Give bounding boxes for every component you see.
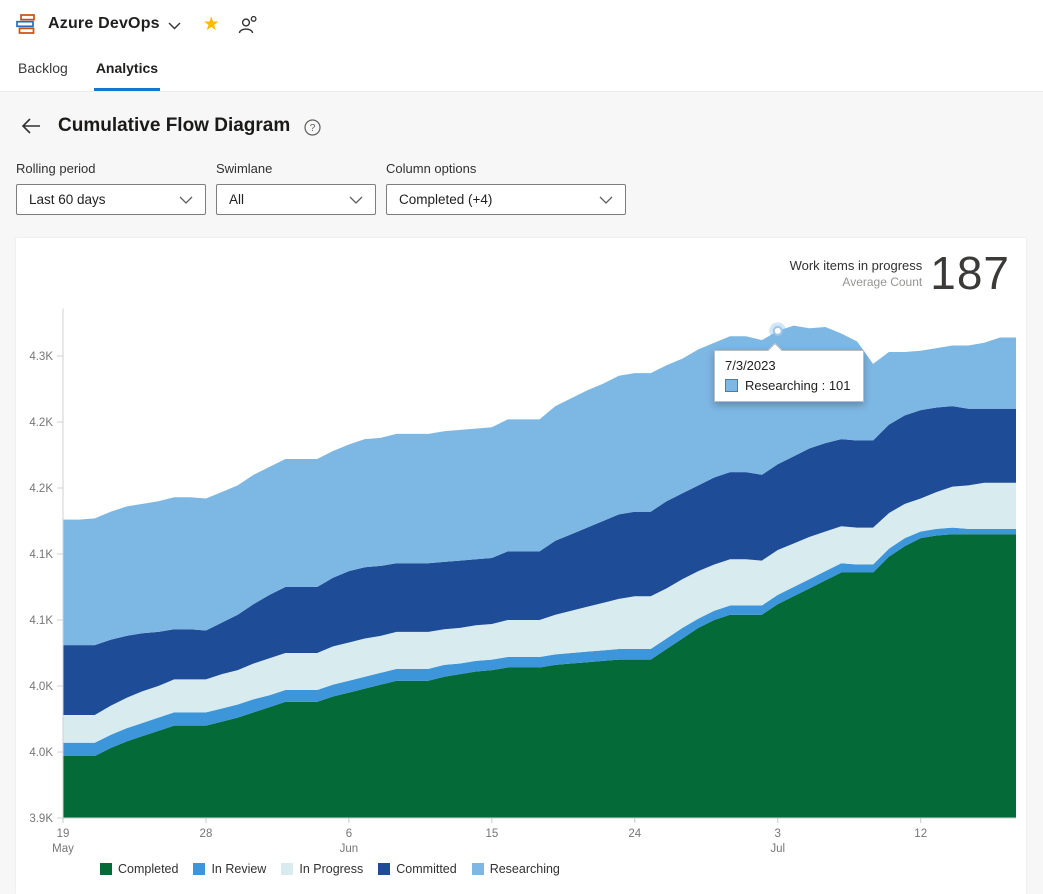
- x-tick-label: 15: [485, 828, 498, 840]
- x-tick-label: 12: [914, 828, 927, 840]
- chart-tooltip: 7/3/2023 Researching : 101: [714, 342, 864, 402]
- azure-boards-logo-icon[interactable]: [14, 13, 40, 35]
- legend-label-researching: Researching: [489, 862, 560, 876]
- chevron-down-icon: [349, 196, 363, 204]
- cfd-chart-card: 3.9K 4.0K 4.0K 4.1K 4.1K 4.2K 4.2K 4.3K 19 May 28 6…: [16, 238, 1026, 894]
- y-tick-label: 4.0K: [29, 747, 53, 759]
- tooltip-series-label: Researching : 101: [745, 378, 851, 393]
- svg-text:?: ?: [310, 123, 316, 134]
- swimlane-value: All: [229, 192, 245, 207]
- x-tick-label: 28: [200, 828, 213, 840]
- x-month-label: Jun: [340, 843, 359, 855]
- analytics-page: Cumulative Flow Diagram ? Rolling period…: [0, 93, 1043, 894]
- x-tick-label: 3: [775, 828, 781, 840]
- y-tick-label: 4.2K: [29, 483, 53, 495]
- stats-subtitle: Average Count: [842, 274, 923, 289]
- legend-swatch-committed: [378, 863, 391, 875]
- x-tick-label: 24: [628, 828, 641, 840]
- chevron-down-icon: [599, 196, 613, 204]
- cfd-chart[interactable]: 3.9K 4.0K 4.0K 4.1K 4.1K 4.2K 4.2K 4.3K 19 May 28 6…: [16, 238, 1026, 858]
- legend-swatch-in-review: [193, 863, 206, 875]
- page-title: Cumulative Flow Diagram: [58, 115, 291, 136]
- swimlane-dropdown[interactable]: All: [216, 184, 376, 215]
- legend-label-in-review: In Review: [211, 862, 267, 876]
- invite-user-icon[interactable]: [238, 16, 258, 34]
- legend-swatch-completed: [100, 863, 112, 875]
- rolling-period-dropdown[interactable]: Last 60 days: [16, 184, 206, 215]
- rolling-period-value: Last 60 days: [29, 192, 106, 207]
- y-tick-label: 4.0K: [29, 681, 53, 693]
- swimlane-label: Swimlane: [216, 161, 273, 176]
- chart-legend: Completed In Review In Progress Committe…: [100, 862, 575, 876]
- legend-swatch-researching: [471, 863, 484, 875]
- favorite-star-icon[interactable]: ★: [202, 13, 220, 35]
- area-in-review: [63, 527, 1016, 756]
- legend-item-researching[interactable]: Researching: [471, 862, 560, 876]
- x-month-label: May: [52, 843, 74, 855]
- y-tick-label: 4.3K: [29, 351, 53, 363]
- legend-label-in-progress: In Progress: [299, 862, 364, 876]
- stats-title: Work items in progress: [789, 257, 923, 273]
- legend-label-completed: Completed: [118, 862, 179, 876]
- column-options-value: Completed (+4): [399, 192, 493, 207]
- rolling-period-label: Rolling period: [16, 161, 96, 176]
- column-options-dropdown[interactable]: Completed (+4): [386, 184, 626, 215]
- app-header: Azure DevOps ★: [0, 0, 1043, 48]
- legend-item-in-review[interactable]: In Review: [193, 862, 266, 876]
- column-options-label: Column options: [386, 161, 477, 176]
- y-tick-label: 4.1K: [29, 549, 53, 561]
- area-committed: [63, 406, 1016, 716]
- filter-rolling-period: Rolling period Last 60 days: [16, 161, 206, 215]
- title-row: Cumulative Flow Diagram ?: [0, 93, 1043, 137]
- filter-swimlane: Swimlane All: [216, 161, 376, 215]
- legend-swatch-in-progress: [281, 863, 294, 875]
- tab-bar: Backlog Analytics: [0, 48, 1043, 92]
- help-icon[interactable]: ?: [304, 118, 321, 136]
- legend-label-committed: Committed: [396, 862, 457, 876]
- y-tick-label: 4.2K: [29, 417, 53, 429]
- x-tick-label: 19: [57, 828, 70, 840]
- legend-item-completed[interactable]: Completed: [100, 862, 178, 876]
- app-title[interactable]: Azure DevOps: [48, 15, 160, 32]
- tooltip-series-swatch: [725, 379, 738, 392]
- back-arrow-icon[interactable]: [20, 116, 42, 136]
- stats-value: 187: [930, 247, 1010, 299]
- tab-backlog[interactable]: Backlog: [18, 60, 68, 76]
- x-month-label: Jul: [770, 843, 785, 855]
- filters-row: Rolling period Last 60 days Swimlane All…: [0, 137, 1043, 215]
- area-completed: [63, 534, 1016, 818]
- filter-column-options: Column options Completed (+4): [386, 161, 626, 215]
- legend-item-committed[interactable]: Committed: [378, 862, 457, 876]
- y-tick-label: 3.9K: [29, 813, 53, 825]
- stats-block: Work items in progress Average Count 187: [790, 250, 1010, 296]
- x-tick-label: 6: [346, 828, 352, 840]
- area-researching: [63, 325, 1016, 646]
- legend-item-in-progress[interactable]: In Progress: [281, 862, 363, 876]
- area-in-progress: [63, 482, 1016, 743]
- tooltip-date: 7/3/2023: [725, 358, 776, 373]
- y-tick-label: 4.1K: [29, 615, 53, 627]
- tab-analytics[interactable]: Analytics: [93, 60, 161, 91]
- marker-dot[interactable]: [772, 325, 783, 336]
- chevron-down-icon[interactable]: [168, 22, 181, 30]
- chevron-down-icon: [179, 196, 193, 204]
